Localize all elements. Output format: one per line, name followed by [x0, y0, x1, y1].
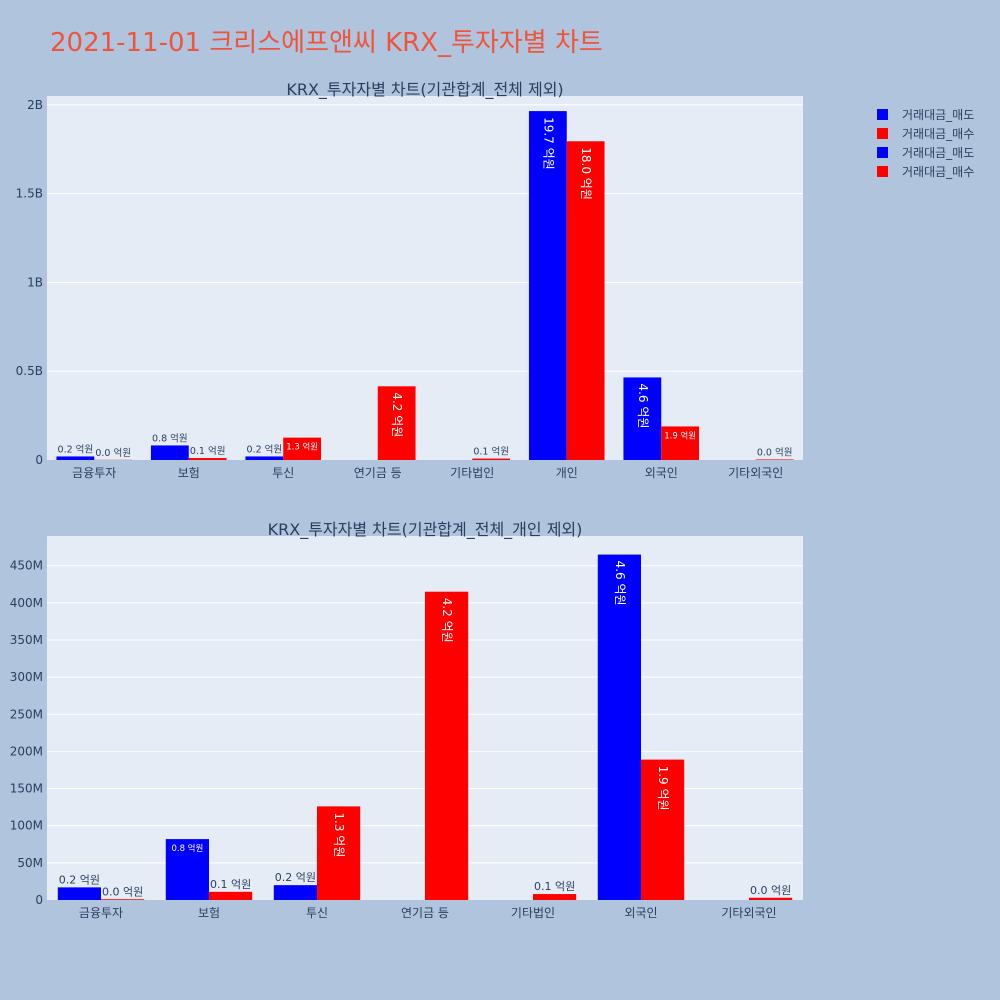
bar-buy — [425, 591, 469, 900]
data-label: 0.8 억원 — [152, 432, 188, 444]
bar-sell — [597, 554, 641, 900]
legend-item-label: 거래대금_매도 — [902, 146, 974, 160]
bar-buy — [101, 899, 145, 900]
data-label: 4.6 억원 — [636, 383, 650, 428]
y-tick-label: 250M — [10, 707, 43, 721]
bar-sell — [56, 456, 95, 460]
data-label: 0.2 억원 — [275, 871, 316, 884]
data-label: 19.7 억원 — [541, 117, 555, 170]
data-label: 18.0 억원 — [579, 147, 593, 200]
data-label: 1.3 억원 — [286, 442, 318, 453]
bar-sell — [273, 885, 317, 900]
y-tick-label: 300M — [10, 670, 43, 684]
bar-buy — [749, 897, 793, 900]
bar-buy — [283, 437, 322, 460]
legend-item-label: 거래대금_매도 — [902, 108, 974, 122]
data-label: 0.1 억원 — [473, 446, 509, 458]
bar-buy — [472, 458, 511, 460]
y-tick-label: 1B — [27, 275, 43, 289]
data-label: 4.2 억원 — [440, 598, 454, 643]
page-title: 2021-11-01 크리스에프앤씨 KRX_투자자별 차트 — [50, 28, 603, 58]
y-tick-label: 350M — [10, 633, 43, 647]
data-label: 0.2 억원 — [247, 443, 283, 455]
legend-swatch — [877, 147, 888, 158]
x-tick-label: 기타외국인 — [721, 906, 776, 920]
y-tick-label: 1.5B — [16, 187, 43, 201]
x-tick-label: 금융투자 — [79, 906, 123, 920]
data-label: 1.9 억원 — [656, 766, 670, 811]
data-label: 0.1 억원 — [190, 445, 226, 457]
y-tick-label: 200M — [10, 744, 43, 758]
data-label: 0.0 억원 — [95, 447, 131, 459]
y-tick-label: 450M — [10, 559, 43, 573]
x-tick-label: 투신 — [272, 466, 294, 480]
y-tick-label: 2B — [27, 98, 43, 112]
data-label: 4.2 억원 — [390, 392, 404, 437]
x-tick-label: 연기금 등 — [354, 466, 402, 480]
legend-swatch — [877, 109, 888, 120]
legend-item-label: 거래대금_매수 — [902, 127, 974, 141]
x-tick-label: 투신 — [306, 906, 328, 920]
x-tick-label: 외국인 — [624, 906, 657, 920]
bar-sell — [150, 445, 189, 460]
bar-buy — [209, 891, 253, 900]
data-label: 0.0 억원 — [102, 885, 143, 898]
legend-swatch — [877, 128, 888, 139]
bar-buy — [188, 458, 227, 460]
data-label: 0.0 억원 — [757, 446, 793, 458]
y-tick-label: 50M — [17, 856, 43, 870]
plot-area-1 — [47, 96, 803, 460]
y-tick-label: 0 — [35, 893, 43, 907]
data-label: 0.8 억원 — [171, 843, 203, 854]
bar-buy — [377, 386, 416, 460]
x-tick-label: 기타법인 — [450, 466, 494, 480]
data-label: 4.6 억원 — [613, 561, 627, 606]
bar-buy — [566, 141, 605, 460]
x-tick-label: 개인 — [556, 466, 578, 480]
y-tick-label: 0.5B — [16, 364, 43, 378]
data-label: 1.9 억원 — [664, 430, 696, 441]
y-tick-label: 150M — [10, 782, 43, 796]
y-tick-label: 400M — [10, 596, 43, 610]
bar-sell — [623, 377, 662, 460]
bar-sell — [165, 839, 209, 900]
x-tick-label: 금융투자 — [72, 466, 116, 480]
data-label: 0.2 억원 — [58, 443, 94, 455]
data-label: 0.1 억원 — [534, 880, 575, 893]
x-tick-label: 외국인 — [645, 466, 678, 480]
bar-buy — [755, 459, 794, 460]
bar-sell — [57, 887, 101, 900]
legend-item-label: 거래대금_매수 — [902, 165, 974, 179]
bar-sell — [245, 456, 284, 460]
x-tick-label: 기타외국인 — [728, 466, 783, 480]
data-label: 1.3 억원 — [332, 812, 346, 857]
y-tick-label: 100M — [10, 819, 43, 833]
x-tick-label: 보험 — [198, 906, 220, 920]
x-tick-label: 연기금 등 — [401, 906, 449, 920]
bar-buy — [641, 759, 685, 900]
bar-buy — [317, 806, 361, 900]
data-label: 0.0 억원 — [750, 884, 791, 897]
legend-swatch — [877, 166, 888, 177]
x-tick-label: 기타법인 — [511, 906, 555, 920]
bar-sell — [528, 111, 567, 460]
x-tick-label: 보험 — [178, 466, 200, 480]
y-tick-label: 0 — [35, 453, 43, 467]
bar-buy — [661, 426, 700, 460]
chart-title: KRX_투자자별 차트(기관합계_전체_개인 제외) — [268, 520, 583, 540]
bar-buy — [533, 894, 577, 900]
chart-title: KRX_투자자별 차트(기관합계_전체 제외) — [286, 80, 563, 100]
data-label: 0.1 억원 — [210, 878, 251, 891]
data-label: 0.2 억원 — [59, 873, 100, 886]
